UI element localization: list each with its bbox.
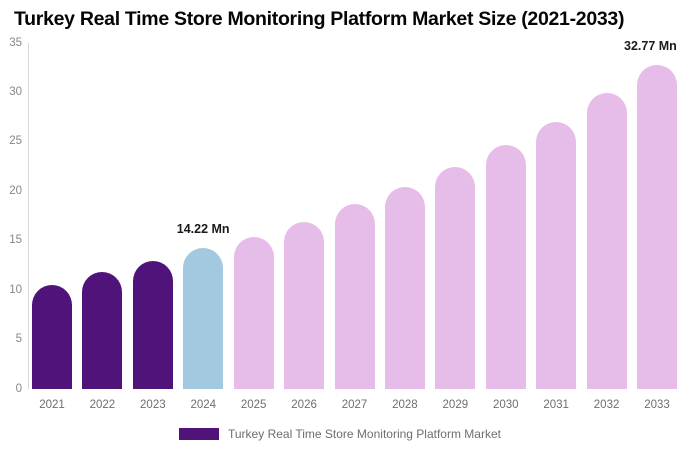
x-axis-label: 2033 <box>644 399 670 411</box>
y-axis-tick-label: 15 <box>9 234 22 247</box>
x-axis-label: 2028 <box>392 399 418 411</box>
chart-title: Turkey Real Time Store Monitoring Platfo… <box>14 8 625 30</box>
bar-2029 <box>435 166 476 389</box>
bar-value-label: 14.22 Mn <box>176 222 230 237</box>
bar-2033 <box>637 65 677 389</box>
x-axis-label: 2022 <box>89 399 116 411</box>
y-axis-tick-label: 0 <box>15 382 22 395</box>
x-axis-label: 2026 <box>291 399 317 411</box>
y-axis-tick-label: 35 <box>9 36 22 49</box>
bar-2022 <box>82 272 123 389</box>
x-axis-label: 2025 <box>240 399 267 411</box>
y-axis-tick-label: 5 <box>15 333 22 346</box>
x-axis-label: 2024 <box>190 399 217 411</box>
legend: Turkey Real Time Store Monitoring Platfo… <box>0 427 680 441</box>
x-axis-label: 2021 <box>39 399 65 411</box>
bar-2028 <box>384 187 425 389</box>
bar-2032 <box>586 93 627 389</box>
x-axis-label: 2027 <box>341 399 368 411</box>
x-axis-label: 2032 <box>593 399 620 411</box>
bar-2026 <box>284 221 325 389</box>
bar-2025 <box>233 236 274 389</box>
bar-2021 <box>32 285 72 389</box>
bar-2027 <box>334 204 375 389</box>
x-axis-label: 2030 <box>492 399 519 411</box>
legend-swatch <box>179 428 219 440</box>
bar-value-label: 32.77 Mn <box>624 39 677 54</box>
bar-2031 <box>536 122 577 389</box>
y-axis-tick-label: 10 <box>9 283 22 296</box>
y-axis-tick-label: 25 <box>9 135 22 148</box>
y-axis-tick-label: 30 <box>9 85 22 98</box>
bar-2024 <box>183 248 224 389</box>
bar-2023 <box>132 261 173 389</box>
bar-2030 <box>485 144 526 389</box>
x-axis-label: 2031 <box>543 399 569 411</box>
y-axis-line <box>28 43 29 389</box>
x-axis-label: 2029 <box>442 399 469 411</box>
legend-label: Turkey Real Time Store Monitoring Platfo… <box>228 427 501 441</box>
y-axis-tick-label: 20 <box>9 184 22 197</box>
x-axis-label: 2023 <box>140 399 166 411</box>
